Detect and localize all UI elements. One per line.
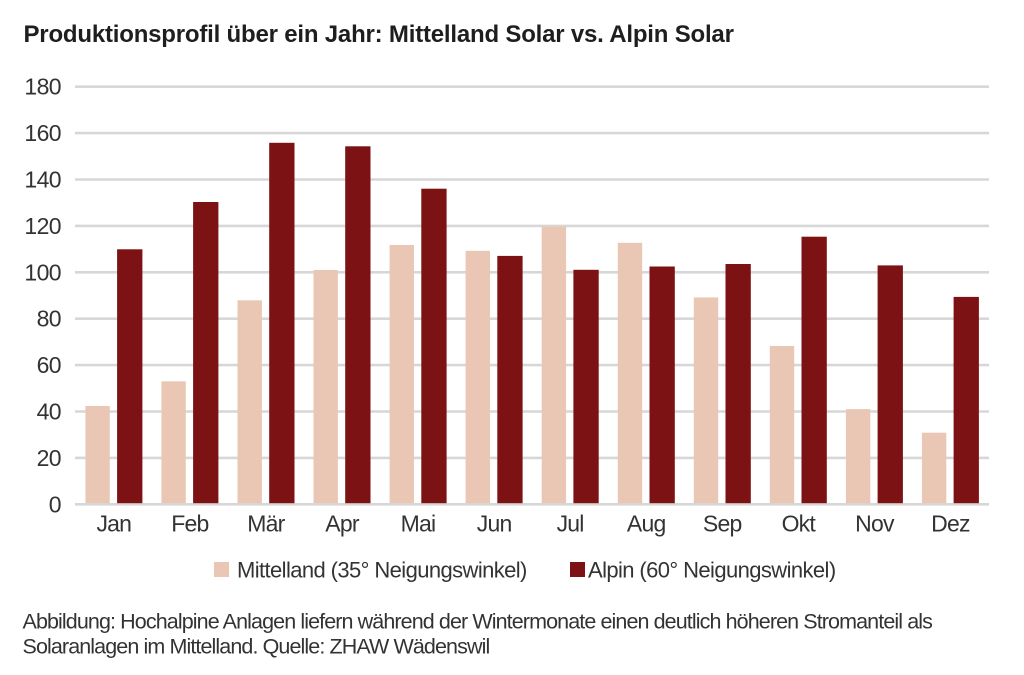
svg-text:Apr: Apr [325,511,360,537]
svg-text:0: 0 [49,491,61,517]
svg-text:100: 100 [24,259,61,285]
svg-text:Nov: Nov [855,511,895,537]
svg-text:Jun: Jun [477,511,512,537]
svg-text:160: 160 [24,120,61,146]
svg-text:Alpin (60° Neigungswinkel): Alpin (60° Neigungswinkel) [588,558,836,583]
svg-text:Feb: Feb [171,511,208,537]
svg-text:Mai: Mai [401,511,436,537]
svg-text:Aug: Aug [627,511,666,537]
svg-text:180: 180 [24,74,61,100]
svg-text:Sep: Sep [703,511,742,537]
svg-text:Mär: Mär [247,511,285,537]
svg-text:40: 40 [37,399,61,425]
svg-text:Abbildung: Hochalpine Anlagen: Abbildung: Hochalpine Anlagen liefern wä… [23,610,933,634]
svg-text:Jan: Jan [96,511,131,537]
svg-text:80: 80 [37,306,61,332]
svg-text:Mittelland (35° Neigungswinkel: Mittelland (35° Neigungswinkel) [237,558,527,583]
svg-text:Produktionsprofil über ein Jah: Produktionsprofil über ein Jahr: Mittell… [24,21,734,48]
svg-text:140: 140 [24,167,61,193]
svg-text:Solaranlagen im Mittelland. Qu: Solaranlagen im Mittelland. Quelle: ZHAW… [23,635,490,659]
svg-text:Dez: Dez [931,511,970,537]
svg-text:60: 60 [37,352,61,378]
svg-text:20: 20 [37,445,61,471]
svg-text:Jul: Jul [557,511,584,537]
svg-text:Okt: Okt [782,511,817,537]
svg-text:120: 120 [24,213,61,239]
